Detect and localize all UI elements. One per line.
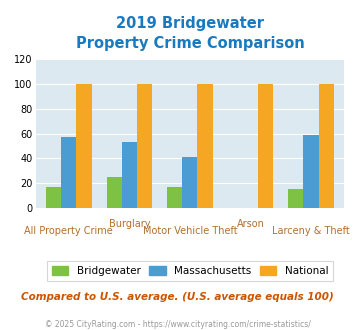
- Bar: [137, 84, 152, 208]
- Bar: [122, 142, 137, 208]
- Bar: [182, 157, 197, 208]
- Text: Larceny & Theft: Larceny & Theft: [272, 226, 350, 237]
- Text: Arson: Arson: [236, 219, 264, 229]
- Legend: Bridgewater, Massachusetts, National: Bridgewater, Massachusetts, National: [47, 261, 333, 281]
- Text: © 2025 CityRating.com - https://www.cityrating.com/crime-statistics/: © 2025 CityRating.com - https://www.city…: [45, 320, 310, 329]
- Bar: [61, 137, 76, 208]
- Bar: [167, 187, 182, 208]
- Text: Compared to U.S. average. (U.S. average equals 100): Compared to U.S. average. (U.S. average …: [21, 292, 334, 302]
- Bar: [76, 84, 92, 208]
- Title: 2019 Bridgewater
Property Crime Comparison: 2019 Bridgewater Property Crime Comparis…: [76, 16, 304, 51]
- Bar: [106, 177, 122, 208]
- Bar: [304, 135, 319, 208]
- Bar: [319, 84, 334, 208]
- Text: All Property Crime: All Property Crime: [24, 226, 113, 237]
- Bar: [288, 189, 304, 208]
- Text: Motor Vehicle Theft: Motor Vehicle Theft: [143, 226, 237, 237]
- Text: Burglary: Burglary: [109, 219, 150, 229]
- Bar: [197, 84, 213, 208]
- Bar: [258, 84, 273, 208]
- Bar: [46, 187, 61, 208]
